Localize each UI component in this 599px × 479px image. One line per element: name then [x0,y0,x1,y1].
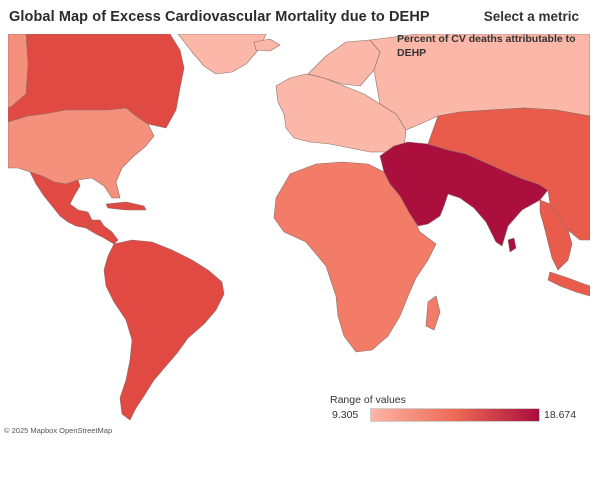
region-sri-lanka[interactable] [507,237,517,253]
region-iceland[interactable] [253,38,281,52]
world-map[interactable] [8,34,590,474]
legend-min-value: 9.305 [332,409,359,421]
map-attribution: © 2025 Mapbox OpenStreetMap [4,426,112,435]
region-greenland[interactable] [177,34,267,75]
attribution-copyright: © 2025 [4,426,29,435]
page-title: Global Map of Excess Cardiovascular Mort… [9,9,430,25]
region-mexico[interactable] [29,171,93,229]
legend-max-value: 18.674 [544,409,577,421]
attribution-osm-link[interactable]: OpenStreetMap [59,426,113,435]
region-alaska[interactable] [8,34,29,109]
region-united-states[interactable] [8,107,155,199]
region-caribbean[interactable] [105,201,147,211]
region-madagascar[interactable] [425,295,441,331]
metric-selector[interactable]: Select a metric Percent of CV deaths att… [397,9,579,60]
metric-dropdown-value[interactable]: Percent of CV deaths attributable to DEH… [397,33,576,59]
legend-gradient-bar [370,408,540,422]
attribution-mapbox-link[interactable]: Mapbox [30,426,58,435]
region-central-america[interactable] [85,219,119,245]
choropleth-map[interactable] [8,34,590,474]
region-south-america[interactable] [103,239,225,421]
color-legend: Range of values 9.305 18.674 [330,394,580,428]
legend-title: Range of values [330,394,406,406]
region-indonesia[interactable] [547,271,590,297]
region-southeast-asia[interactable] [539,199,573,271]
metric-selector-heading: Select a metric [483,9,579,24]
